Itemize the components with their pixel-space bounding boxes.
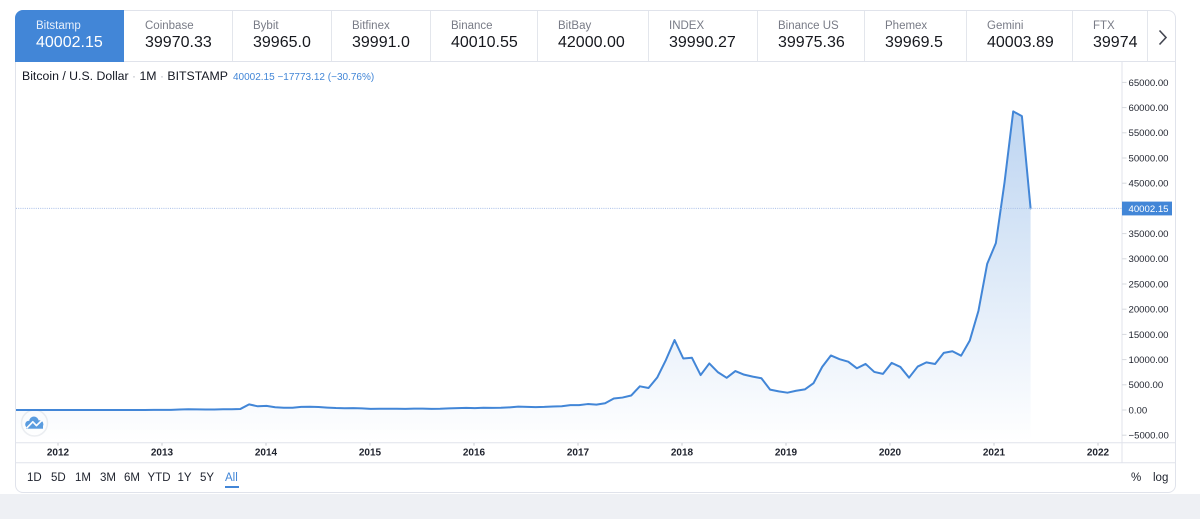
svg-text:15000.00: 15000.00 — [1129, 330, 1169, 341]
svg-text:5000.00: 5000.00 — [1129, 380, 1164, 391]
svg-text:−5000.00: −5000.00 — [1129, 431, 1169, 442]
svg-text:2013: 2013 — [151, 448, 174, 459]
svg-text:2018: 2018 — [671, 448, 694, 459]
svg-text:20000.00: 20000.00 — [1129, 305, 1169, 316]
svg-text:2019: 2019 — [775, 448, 798, 459]
svg-text:2014: 2014 — [255, 448, 278, 459]
svg-text:2017: 2017 — [567, 448, 590, 459]
svg-text:50000.00: 50000.00 — [1129, 153, 1169, 164]
svg-text:55000.00: 55000.00 — [1129, 128, 1169, 139]
svg-text:30000.00: 30000.00 — [1129, 254, 1169, 265]
svg-text:2022: 2022 — [1087, 448, 1110, 459]
svg-text:60000.00: 60000.00 — [1129, 103, 1169, 114]
svg-text:2012: 2012 — [47, 448, 70, 459]
svg-text:2020: 2020 — [879, 448, 902, 459]
svg-text:35000.00: 35000.00 — [1129, 229, 1169, 240]
svg-text:2021: 2021 — [983, 448, 1006, 459]
svg-text:65000.00: 65000.00 — [1129, 78, 1169, 89]
svg-text:40002.15: 40002.15 — [1129, 204, 1169, 215]
svg-text:2015: 2015 — [359, 448, 382, 459]
svg-text:45000.00: 45000.00 — [1129, 179, 1169, 190]
svg-text:0.00: 0.00 — [1129, 405, 1148, 416]
svg-text:25000.00: 25000.00 — [1129, 279, 1169, 290]
svg-text:10000.00: 10000.00 — [1129, 355, 1169, 366]
svg-text:2016: 2016 — [463, 448, 486, 459]
